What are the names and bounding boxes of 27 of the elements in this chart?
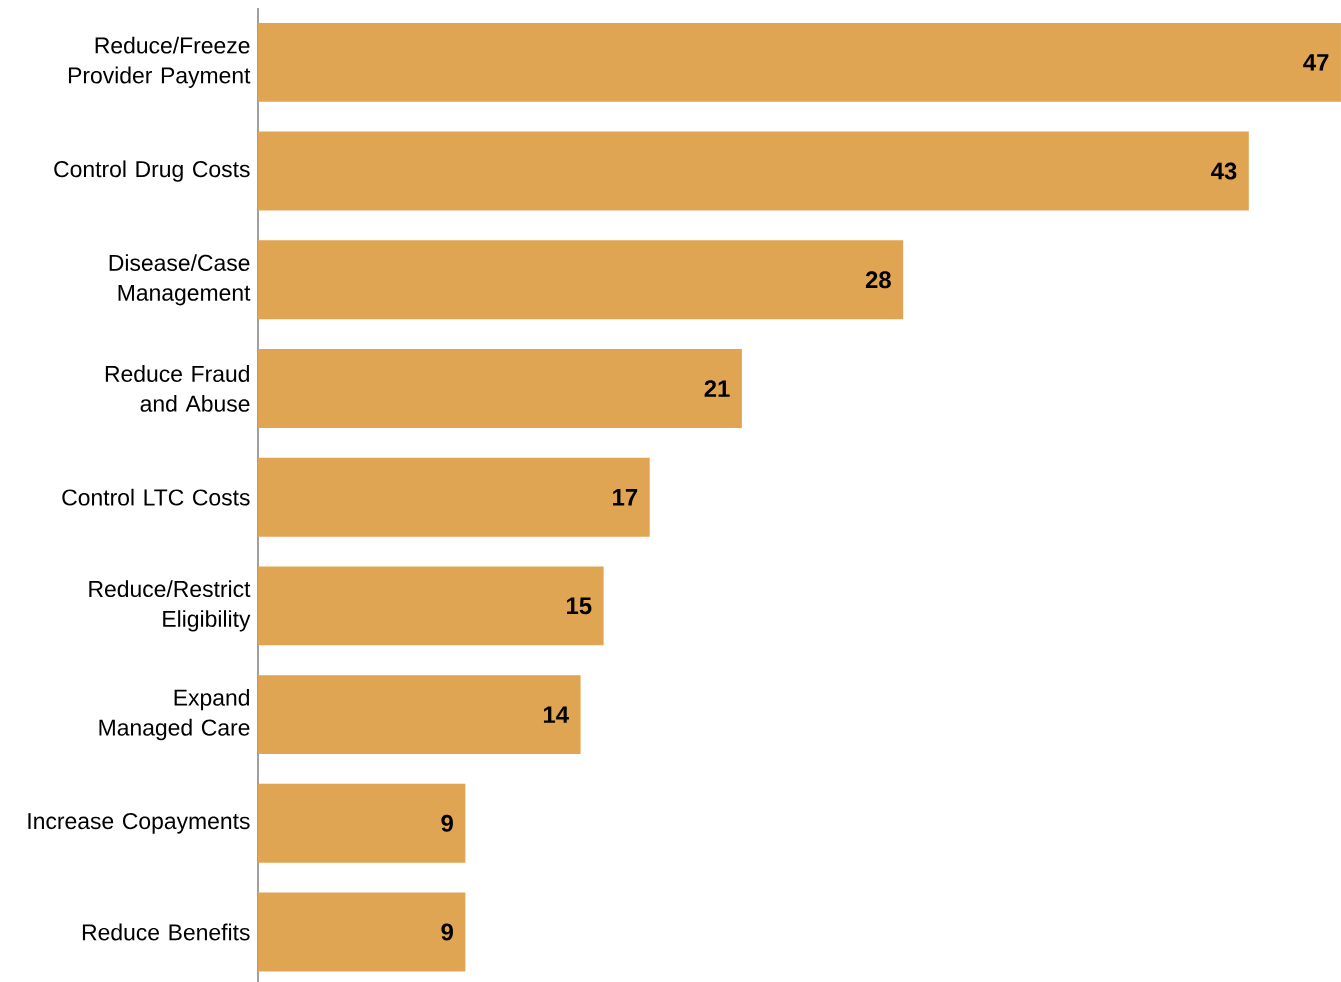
data-label: 47 bbox=[1303, 54, 1329, 71]
data-label: 43 bbox=[1211, 162, 1237, 180]
y-tick-label: Control Drug Costs bbox=[54, 160, 250, 182]
bar bbox=[258, 349, 742, 428]
data-label: 15 bbox=[567, 597, 592, 615]
data-label: 14 bbox=[543, 706, 569, 723]
data-label: 9 bbox=[441, 814, 453, 832]
y-tick-label: Expand Managed Care bbox=[99, 688, 250, 741]
y-tick-label: Reduce Benefits bbox=[82, 923, 250, 941]
bar bbox=[258, 892, 466, 972]
y-tick-label: Increase Copayments bbox=[28, 812, 250, 834]
data-label: 9 bbox=[441, 923, 453, 941]
data-label: 28 bbox=[865, 271, 891, 289]
bar bbox=[258, 131, 1249, 211]
bar bbox=[258, 240, 904, 320]
y-tick-label: Reduce/Restrict Eligibility bbox=[89, 580, 251, 632]
y-tick-label: Reduce/Freeze Provider Payment bbox=[68, 36, 251, 88]
bar bbox=[258, 22, 1341, 102]
data-label: 17 bbox=[613, 488, 638, 506]
y-tick-label: Control LTC Costs bbox=[62, 488, 250, 506]
bar bbox=[258, 675, 581, 755]
bar bbox=[258, 566, 604, 646]
y-tick-label: Reduce Fraud and Abuse bbox=[105, 365, 250, 412]
data-label: 21 bbox=[704, 380, 730, 397]
bar bbox=[258, 783, 466, 863]
bar bbox=[258, 457, 650, 537]
y-tick-label: Disease/Case Management bbox=[109, 254, 251, 306]
